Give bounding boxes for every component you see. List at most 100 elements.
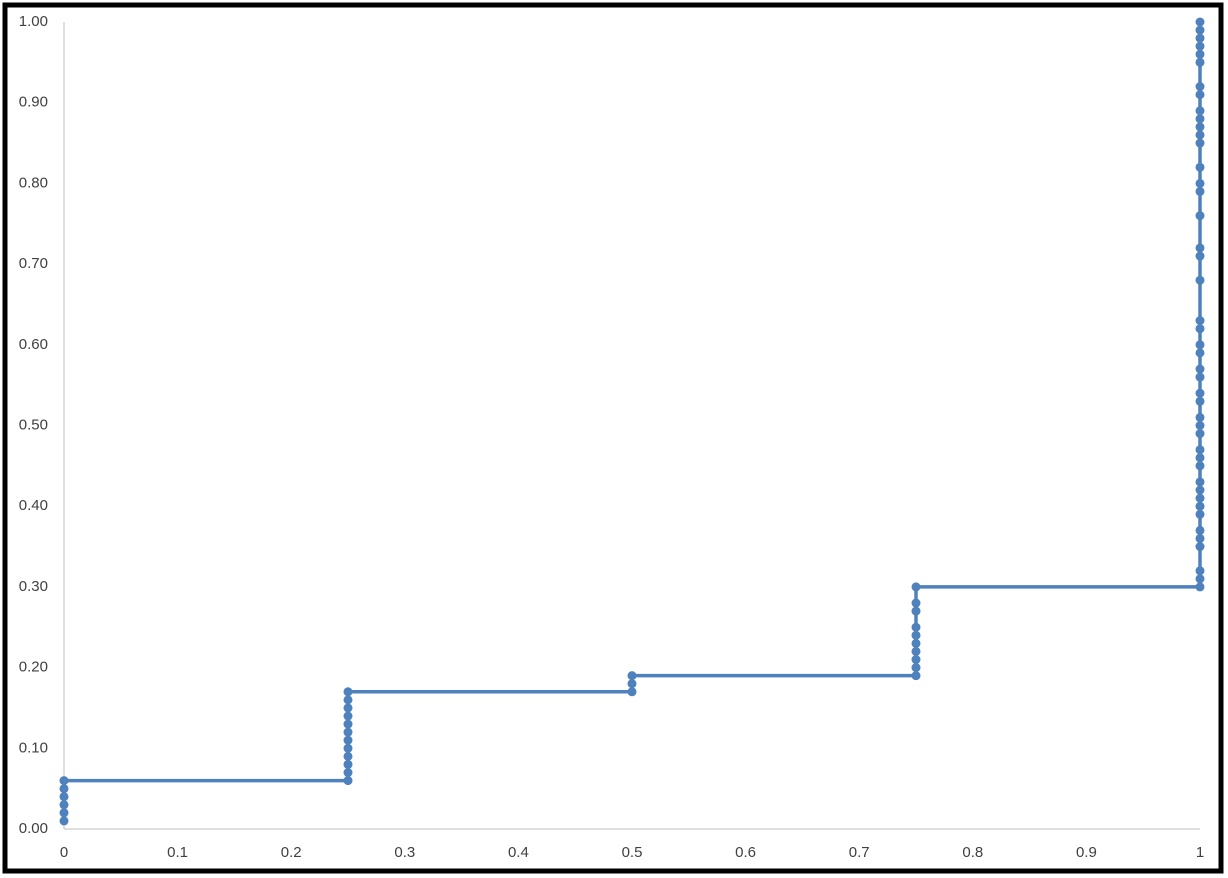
y-tick-label: 0.70: [19, 255, 48, 272]
data-point: [627, 679, 637, 689]
data-point: [1195, 461, 1205, 471]
data-point: [911, 630, 921, 640]
data-point: [911, 671, 921, 681]
data-point: [59, 800, 69, 810]
data-point: [911, 582, 921, 592]
data-point: [1195, 445, 1205, 455]
data-point: [1195, 138, 1205, 148]
data-point: [343, 687, 353, 697]
data-point: [1195, 122, 1205, 132]
data-point: [911, 638, 921, 648]
x-tick-label: 0.5: [622, 844, 643, 861]
data-point: [1195, 453, 1205, 463]
data-point: [343, 719, 353, 729]
data-point: [343, 695, 353, 705]
data-point: [1195, 364, 1205, 374]
y-tick-label: 1.00: [19, 13, 48, 30]
y-tick-label: 0.00: [19, 820, 48, 837]
y-tick-label: 0.80: [19, 174, 48, 191]
data-point: [59, 808, 69, 818]
data-point: [1195, 17, 1205, 27]
data-point: [1195, 421, 1205, 430]
data-point: [1195, 186, 1205, 196]
data-point: [1195, 525, 1205, 535]
x-tick-label: 1: [1196, 844, 1204, 861]
data-point: [627, 687, 637, 697]
data-point: [343, 776, 353, 786]
y-tick-label: 0.60: [19, 336, 48, 353]
data-point: [1195, 49, 1205, 59]
data-point: [343, 768, 353, 778]
data-point: [1195, 348, 1205, 358]
data-point: [343, 759, 353, 769]
data-point: [59, 816, 69, 826]
data-point: [1195, 316, 1205, 326]
data-point: [1195, 582, 1205, 592]
x-tick-label: 0.9: [1076, 844, 1097, 861]
data-point: [1195, 106, 1205, 116]
data-point: [1195, 162, 1205, 172]
data-point: [1195, 533, 1205, 543]
data-point: [1195, 251, 1205, 261]
y-tick-label: 0.30: [19, 578, 48, 595]
data-point: [1195, 574, 1205, 584]
data-point: [1195, 41, 1205, 51]
data-point: [911, 663, 921, 673]
data-point: [1195, 90, 1205, 100]
data-point: [1195, 130, 1205, 140]
x-tick-label: 0.6: [735, 844, 756, 861]
data-point: [1195, 388, 1205, 398]
data-point: [1195, 412, 1205, 422]
x-tick-label: 0: [60, 844, 68, 861]
x-tick-label: 0.8: [962, 844, 983, 861]
data-point: [59, 784, 69, 794]
data-point: [1195, 493, 1205, 503]
data-point: [911, 598, 921, 608]
data-point: [343, 743, 353, 753]
data-point: [911, 655, 921, 665]
data-point: [1195, 477, 1205, 487]
x-tick-label: 0.3: [394, 844, 415, 861]
data-point: [1195, 509, 1205, 519]
y-tick-label: 0.10: [19, 739, 48, 756]
x-tick-label: 0.4: [508, 844, 529, 861]
data-point: [1195, 372, 1205, 382]
x-tick-label: 0.7: [849, 844, 870, 861]
data-point: [343, 727, 353, 737]
data-point: [1195, 396, 1205, 406]
data-point: [1195, 25, 1205, 35]
data-point: [1195, 57, 1205, 67]
x-tick-label: 0.1: [167, 844, 188, 861]
data-point: [1195, 82, 1205, 92]
data-point: [343, 751, 353, 761]
data-point: [1195, 211, 1205, 221]
data-point: [1195, 429, 1205, 439]
data-point: [59, 792, 69, 802]
data-point: [1195, 275, 1205, 285]
y-tick-label: 0.90: [19, 94, 48, 111]
data-point: [343, 711, 353, 721]
data-point: [1195, 340, 1205, 350]
data-point: [59, 776, 69, 786]
data-point: [1195, 566, 1205, 576]
data-point: [1195, 114, 1205, 124]
x-tick-label: 0.2: [281, 844, 302, 861]
data-point: [1195, 324, 1205, 334]
data-point: [1195, 243, 1205, 253]
data-point: [343, 703, 353, 713]
data-point: [911, 622, 921, 632]
data-point: [911, 606, 921, 616]
y-tick-label: 0.20: [19, 659, 48, 676]
data-point: [1195, 501, 1205, 511]
data-point: [1195, 33, 1205, 43]
data-point: [1195, 178, 1205, 188]
y-tick-label: 0.50: [19, 416, 48, 433]
data-point: [1195, 485, 1205, 495]
data-point: [627, 671, 637, 681]
data-point: [911, 646, 921, 656]
data-point: [343, 735, 353, 745]
y-tick-label: 0.40: [19, 497, 48, 514]
